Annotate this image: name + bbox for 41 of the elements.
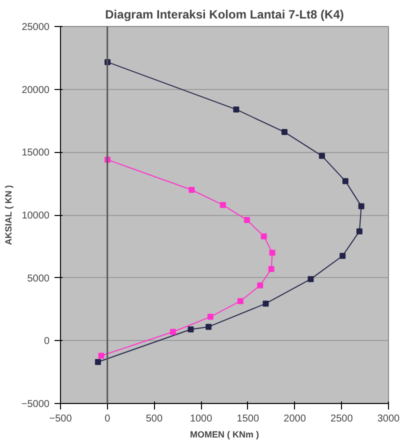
- point: [257, 282, 264, 288]
- point: [318, 152, 325, 159]
- x-tick-label: 0: [104, 414, 111, 424]
- y-tick-label: 5000: [27, 273, 50, 284]
- y-tick-label: 15000: [22, 148, 50, 159]
- x-axis-title: MOMEN ( KNm ): [190, 430, 260, 440]
- point: [98, 352, 104, 359]
- x-tick-label: 2000: [284, 414, 306, 424]
- x-tick-label: 1500: [236, 414, 260, 424]
- y-axis-title: AKSIAL ( KN ): [3, 185, 14, 245]
- point: [268, 266, 274, 272]
- point: [356, 228, 362, 234]
- chart-title: Diagram Interaksi Kolom Lantai 7-Lt8 (K4): [105, 8, 344, 22]
- x-tick-label: 1000: [190, 414, 213, 424]
- point: [237, 298, 244, 304]
- point: [269, 250, 276, 256]
- point: [188, 186, 195, 193]
- x-tick-label: 3000: [377, 414, 400, 424]
- y-tick-label: −5000: [21, 399, 50, 410]
- point: [308, 276, 314, 282]
- point: [170, 328, 176, 335]
- point: [188, 326, 194, 332]
- point: [220, 202, 226, 208]
- point: [244, 217, 250, 224]
- point: [233, 106, 240, 112]
- point: [340, 252, 346, 259]
- x-tick-label: −500: [49, 414, 72, 424]
- x-tick-label: 500: [146, 414, 163, 424]
- y-tick-label: 25000: [22, 22, 50, 33]
- point: [94, 359, 101, 366]
- x-tick-label: 2500: [330, 414, 354, 424]
- y-tick-label: 0: [44, 336, 50, 348]
- point: [206, 324, 212, 330]
- point: [207, 314, 214, 320]
- point: [262, 300, 269, 307]
- point: [260, 233, 267, 240]
- point: [281, 129, 288, 136]
- y-tick-label: 10000: [22, 210, 50, 222]
- point: [358, 203, 364, 210]
- point: [342, 178, 348, 184]
- y-tick-label: 20000: [22, 84, 50, 96]
